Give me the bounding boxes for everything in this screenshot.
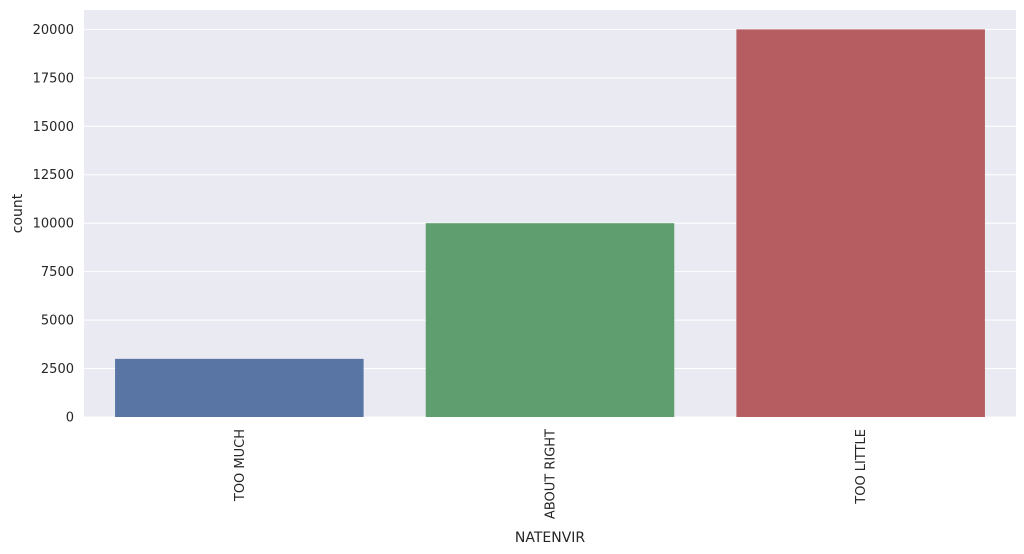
y-axis-label: count (10, 193, 26, 233)
y-tick-label: 10000 (33, 217, 74, 232)
y-tick-label: 12500 (33, 168, 74, 183)
x-tick-label: TOO MUCH (233, 429, 248, 502)
y-tick-label: 20000 (33, 23, 74, 38)
x-axis-label: NATENVIR (515, 530, 586, 546)
x-tick-label: ABOUT RIGHT (544, 429, 559, 519)
y-tick-label: 2500 (41, 362, 74, 377)
x-tick-label: TOO LITTLE (854, 429, 869, 505)
bar-too-little (736, 29, 985, 418)
bar-about-right (425, 223, 675, 417)
y-tick-label: 17500 (33, 71, 74, 86)
y-tick-label: 5000 (41, 314, 74, 329)
x-tick-labels: TOO MUCH ABOUT RIGHT TOO LITTLE (233, 429, 869, 519)
y-tick-labels: 0 2500 5000 7500 10000 12500 15000 17500 20000 (33, 23, 74, 426)
y-tick-label: 0 (66, 411, 74, 426)
bars (115, 29, 985, 418)
bar-too-much (115, 358, 364, 417)
y-tick-label: 7500 (41, 265, 74, 280)
y-tick-label: 15000 (33, 120, 74, 135)
